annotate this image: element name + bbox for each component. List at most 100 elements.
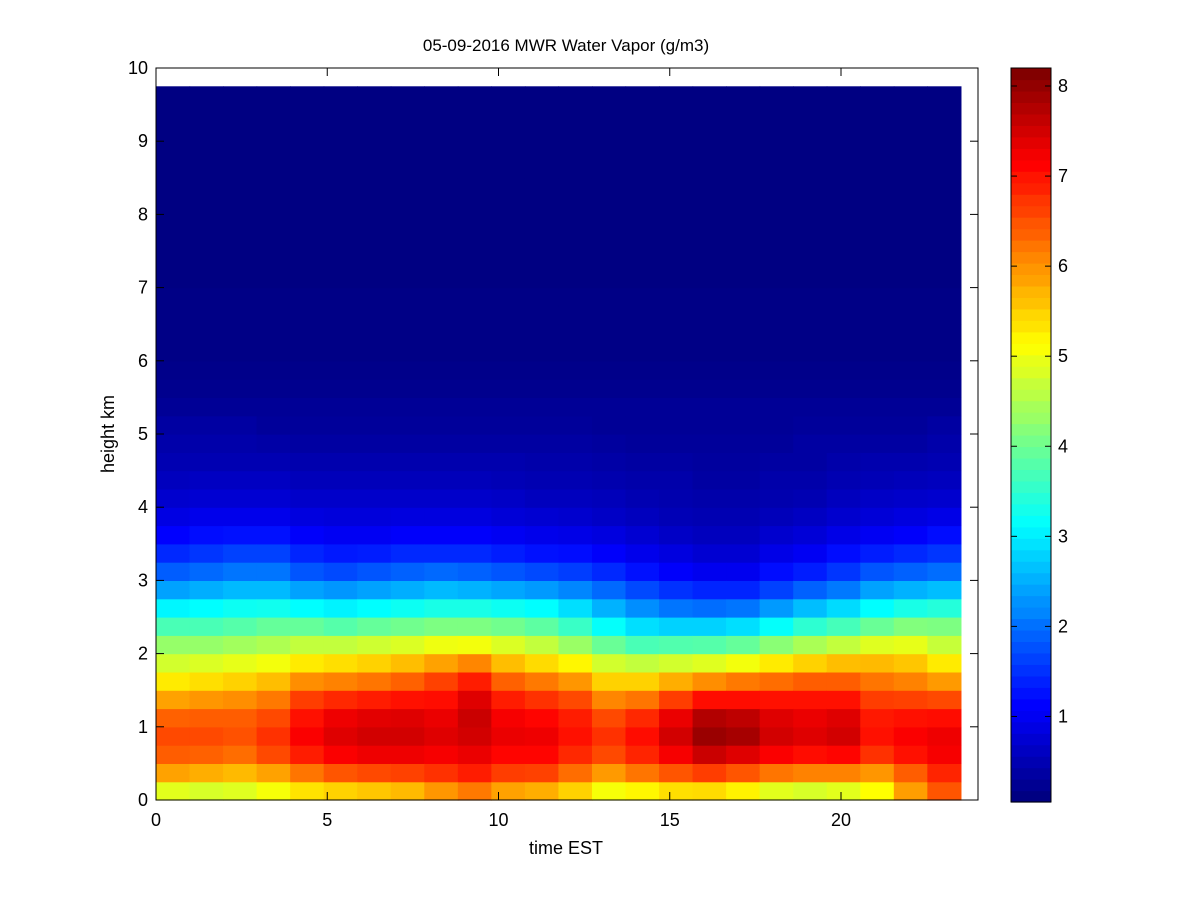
heatmap-cell: [256, 415, 291, 435]
heatmap-cell: [457, 342, 492, 362]
heatmap-cell: [759, 617, 794, 636]
heatmap-cell: [793, 104, 828, 124]
heatmap-cell: [826, 507, 861, 527]
heatmap-cell: [625, 653, 660, 673]
colorbar-segment: [1011, 561, 1051, 574]
heatmap-cell: [256, 543, 291, 563]
colorbar-segment: [1011, 400, 1051, 413]
heatmap-cell: [860, 671, 895, 691]
heatmap-cell: [424, 470, 459, 490]
heatmap-cell: [189, 635, 224, 655]
heatmap-cell: [893, 104, 928, 124]
colorbar-segment: [1011, 698, 1051, 711]
heatmap-cell: [726, 379, 761, 398]
heatmap-cell: [223, 214, 258, 234]
heatmap-cell: [223, 342, 258, 362]
heatmap-cell: [793, 470, 828, 490]
heatmap-cell: [323, 324, 358, 344]
heatmap-cell: [223, 434, 258, 453]
heatmap-cell: [893, 543, 928, 563]
heatmap-cell: [524, 196, 560, 215]
heatmap-cell: [893, 598, 928, 618]
heatmap-cell: [357, 251, 392, 270]
heatmap-cell: [491, 543, 526, 563]
heatmap-cell: [692, 781, 727, 801]
heatmap-cell: [558, 104, 593, 124]
heatmap-cell: [893, 562, 928, 581]
heatmap-cell: [659, 488, 694, 508]
heatmap-cell: [424, 690, 459, 710]
heatmap-cell: [793, 379, 828, 398]
heatmap-cell: [457, 360, 492, 380]
heatmap-cell: [826, 580, 861, 600]
heatmap-cell: [591, 488, 627, 508]
heatmap-cell: [323, 470, 358, 490]
heatmap-cell: [524, 159, 560, 179]
heatmap-cell: [156, 781, 191, 801]
heatmap-cell: [156, 580, 191, 600]
colorbar-segment: [1011, 756, 1051, 769]
heatmap-cell: [625, 86, 660, 106]
heatmap-cell: [457, 397, 492, 417]
heatmap-cell: [826, 726, 861, 746]
heatmap-cell: [558, 690, 593, 710]
heatmap-cell: [524, 580, 560, 600]
heatmap-cell: [357, 671, 392, 691]
colorbar-segment: [1011, 790, 1051, 803]
heatmap-cell: [860, 726, 895, 746]
heatmap-cell: [625, 324, 660, 344]
heatmap-cell: [424, 397, 459, 417]
heatmap-cell: [524, 488, 560, 508]
heatmap-cell: [457, 598, 492, 618]
x-tick-label: 15: [660, 810, 680, 830]
heatmap-cell: [189, 251, 224, 270]
heatmap-cell: [793, 653, 828, 673]
heatmap-cell: [893, 324, 928, 344]
heatmap-cell: [491, 159, 526, 179]
heatmap-cell: [591, 708, 627, 728]
heatmap-cell: [457, 196, 492, 215]
heatmap-cell: [189, 543, 224, 563]
heatmap-cell: [256, 305, 291, 325]
heatmap-cell: [156, 232, 191, 252]
heatmap-cell: [927, 342, 962, 362]
heatmap-cell: [860, 434, 895, 453]
heatmap-cell: [826, 251, 861, 270]
heatmap-cell: [927, 708, 962, 728]
heatmap-cell: [726, 104, 761, 124]
heatmap-cell: [692, 232, 727, 252]
colorbar-segment: [1011, 90, 1051, 104]
heatmap-cell: [491, 196, 526, 215]
heatmap-cell: [659, 287, 694, 307]
heatmap-cell: [457, 287, 492, 307]
heatmap-cell: [357, 434, 392, 453]
heatmap-cell: [491, 562, 526, 581]
heatmap-cell: [793, 232, 828, 252]
heatmap-cell: [524, 251, 560, 270]
heatmap-cell: [290, 159, 325, 179]
heatmap-cell: [256, 86, 291, 106]
heatmap-cell: [625, 562, 660, 581]
heatmap-cell: [457, 104, 492, 124]
heatmap-cell: [893, 342, 928, 362]
heatmap-cell: [390, 141, 425, 161]
heatmap-cell: [591, 690, 627, 710]
heatmap-cell: [491, 232, 526, 252]
heatmap-cell: [927, 324, 962, 344]
y-tick-label: 0: [138, 790, 148, 810]
heatmap-cell: [927, 690, 962, 710]
heatmap-cell: [457, 434, 492, 453]
heatmap-cell: [189, 232, 224, 252]
colorbar-segment: [1011, 549, 1051, 562]
heatmap-cell: [659, 745, 694, 764]
heatmap-cell: [156, 104, 191, 124]
heatmap-cell: [558, 470, 593, 490]
colorbar-segment: [1011, 664, 1051, 677]
heatmap-cell: [491, 397, 526, 417]
heatmap-cell: [793, 488, 828, 508]
heatmap-cell: [793, 177, 828, 197]
heatmap-cell: [156, 159, 191, 179]
heatmap-cell: [491, 708, 526, 728]
heatmap-cell: [424, 141, 459, 161]
heatmap-cell: [390, 653, 425, 673]
